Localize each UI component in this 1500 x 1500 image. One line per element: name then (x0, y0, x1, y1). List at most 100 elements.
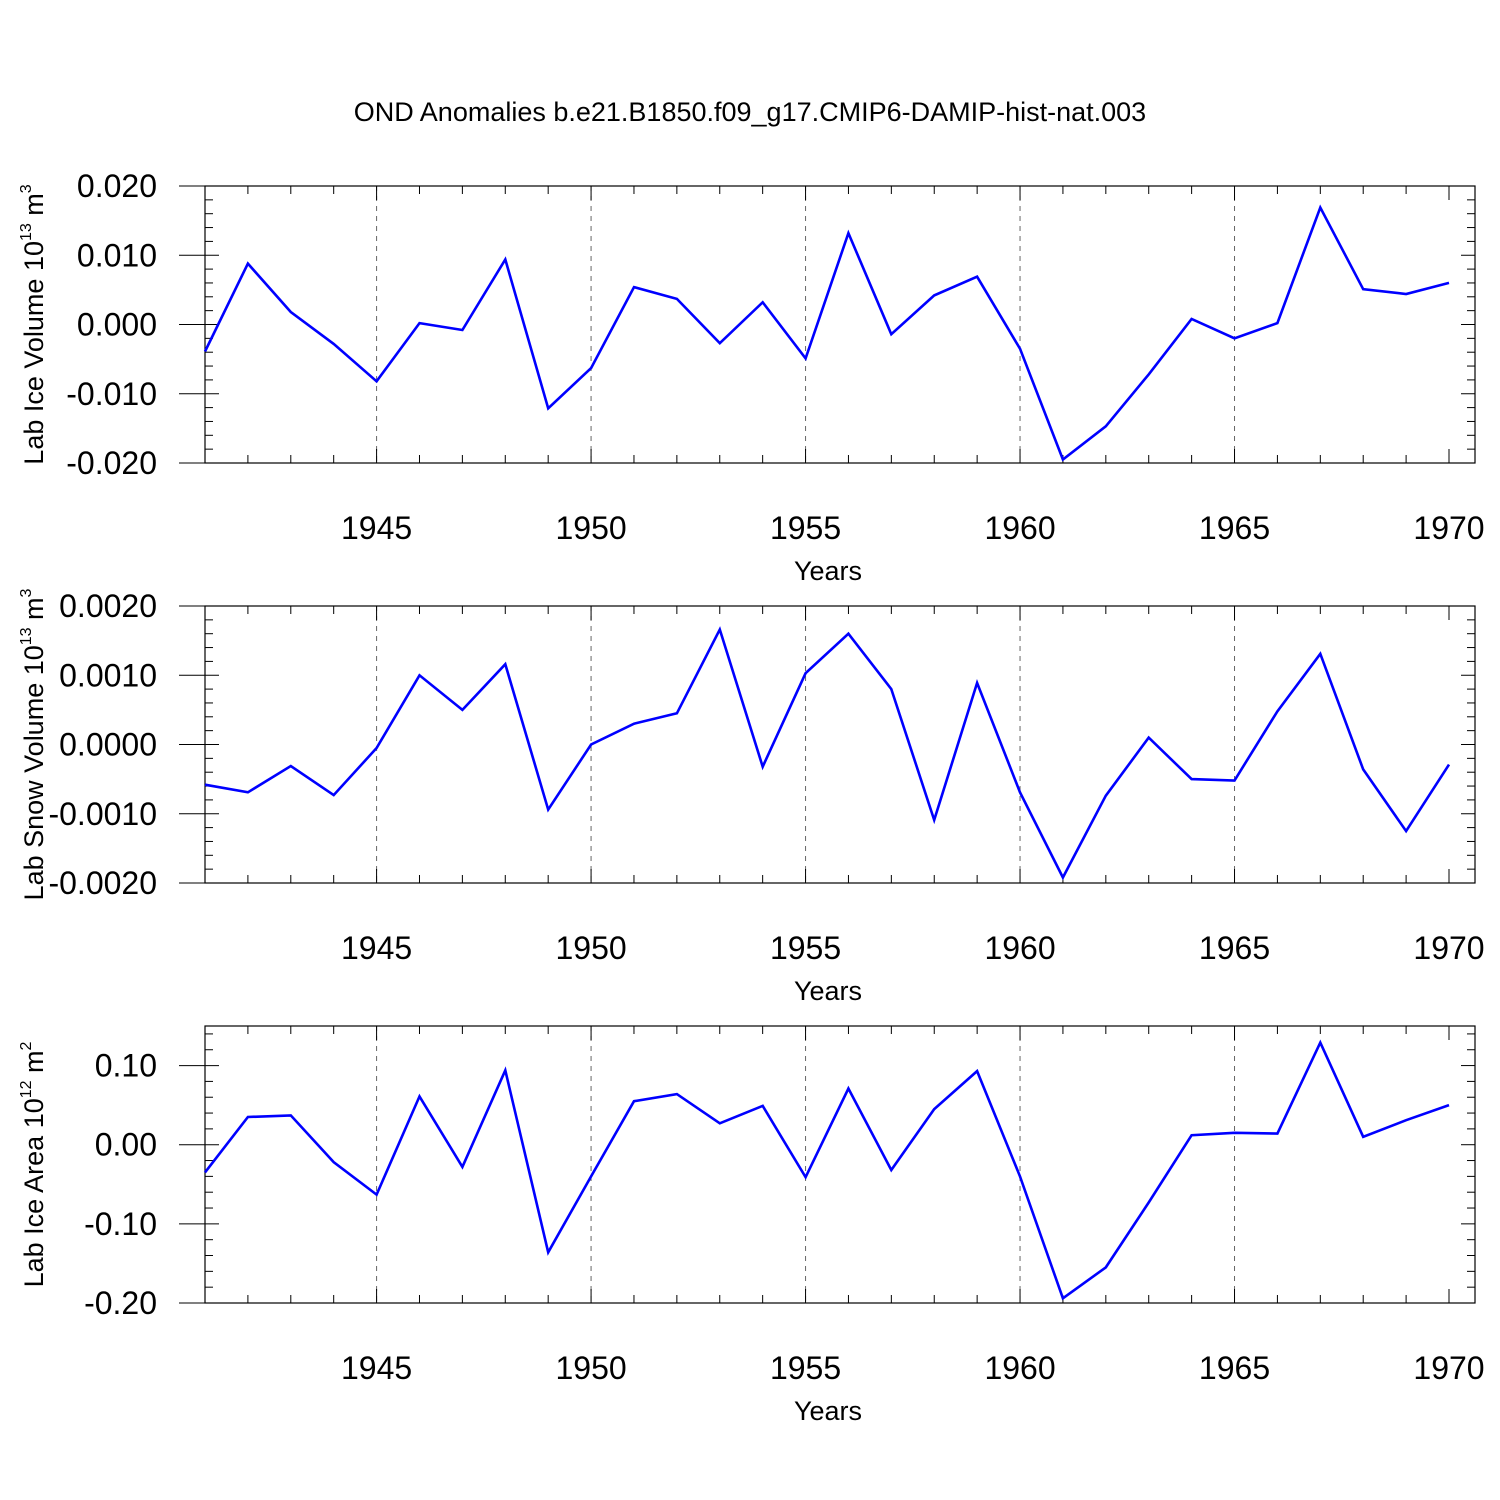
data-point (804, 1175, 808, 1179)
data-point (718, 1121, 722, 1125)
data-point (1190, 1133, 1194, 1137)
x-tick-label: 1945 (341, 930, 412, 966)
x-tick-label: 1945 (341, 510, 412, 546)
data-point (332, 342, 336, 346)
x-tick-label: 1955 (770, 510, 841, 546)
y-tick-label: -0.020 (66, 445, 157, 481)
data-point (889, 332, 893, 336)
data-point (1404, 292, 1408, 296)
data-point (718, 341, 722, 345)
data-point (546, 406, 550, 410)
data-point (804, 671, 808, 675)
data-point (203, 350, 207, 354)
data-point (375, 379, 379, 383)
data-point (1404, 1118, 1408, 1122)
data-point (289, 1113, 293, 1117)
panel-2: 1945 1950 1955 1960 1965 1970 Years -0.0020 -0.0… (18, 588, 1485, 1006)
x-tick-label: 1960 (984, 930, 1055, 966)
data-point (1018, 347, 1022, 351)
data-point (332, 793, 336, 797)
plot-frame (204, 605, 1476, 884)
x-tick-label: 1960 (984, 1350, 1055, 1386)
data-point (246, 1115, 250, 1119)
figure-title: OND Anomalies b.e21.B1850.f09_g17.CMIP6-… (353, 97, 1147, 127)
x-tick-label: 1965 (1199, 930, 1270, 966)
data-point (1104, 794, 1108, 798)
data-point (846, 231, 850, 235)
x-tick-label: 1955 (770, 930, 841, 966)
x-tick-label: 1955 (770, 1350, 841, 1386)
series-line (203, 1039, 1450, 1301)
data-point (932, 818, 936, 822)
series-line (203, 204, 1450, 462)
x-tick-label: 1945 (341, 1350, 412, 1386)
data-point (1104, 1265, 1108, 1269)
data-point (503, 662, 507, 666)
data-point (975, 275, 979, 279)
y-tick-label: -0.0010 (48, 796, 157, 832)
y-axis-label: Lab Snow Volume 1013 m3 (18, 588, 49, 900)
data-point (846, 1087, 850, 1091)
data-point (1275, 321, 1279, 325)
data-point (718, 628, 722, 632)
y-tick-label: 0.10 (95, 1048, 157, 1084)
y-tick-label: 0.0020 (59, 588, 157, 624)
y-tick-label: 0.0000 (59, 727, 157, 763)
data-point (761, 1104, 765, 1108)
x-tick-label: 1970 (1413, 510, 1484, 546)
data-point (589, 743, 593, 747)
data-point (1447, 1103, 1451, 1107)
data-point (1061, 1296, 1065, 1300)
data-point (1318, 205, 1322, 209)
data-point (1190, 777, 1194, 781)
data-point (975, 681, 979, 685)
data-point (761, 300, 765, 304)
data-point (632, 285, 636, 289)
y-axis-label: Lab Ice Area 1012 m2 (18, 1041, 49, 1287)
x-axis-label: Years (794, 976, 862, 1006)
data-point (1233, 1131, 1237, 1135)
y-tick-label: 0.00 (95, 1127, 157, 1163)
data-point (375, 746, 379, 750)
x-tick-label: 1950 (555, 510, 626, 546)
data-point (589, 366, 593, 370)
data-point (1061, 875, 1065, 879)
data-point (1018, 1174, 1022, 1178)
panel-3: 1945 1950 1955 1960 1965 1970 Years -0.20 -0.10 0… (18, 1025, 1485, 1426)
data-point (632, 1099, 636, 1103)
y-tick-label: -0.010 (66, 376, 157, 412)
y-tick-label: -0.20 (84, 1285, 157, 1321)
data-point (632, 722, 636, 726)
plot-frame (204, 1025, 1476, 1304)
x-axis-label: Years (794, 556, 862, 586)
data-point (246, 262, 250, 266)
data-point (1275, 1132, 1279, 1136)
panel-1: 1945 1950 1955 1960 1965 1970 Years -0.020 -0.01… (18, 168, 1485, 586)
y-tick-label: 0.0010 (59, 657, 157, 693)
data-point (1147, 1200, 1151, 1204)
y-axis-label: Lab Ice Volume 1013 m3 (18, 184, 49, 464)
x-tick-label: 1950 (555, 930, 626, 966)
data-point (203, 783, 207, 787)
y-tick-label: -0.0020 (48, 865, 157, 901)
data-point (1318, 1041, 1322, 1045)
data-point (1233, 779, 1237, 783)
data-point (417, 1094, 421, 1098)
data-point (1361, 1135, 1365, 1139)
series-line (204, 626, 1451, 881)
data-point (417, 673, 421, 677)
data-point (417, 321, 421, 325)
data-point (460, 328, 464, 332)
data-point (1018, 790, 1022, 794)
data-point (460, 1165, 464, 1169)
data-point (1447, 763, 1451, 767)
data-point (889, 687, 893, 691)
data-point (589, 1174, 593, 1178)
data-point (503, 257, 507, 261)
data-point (804, 356, 808, 360)
data-point (546, 808, 550, 812)
data-point (1361, 287, 1365, 291)
data-point (1147, 736, 1151, 740)
data-point (675, 297, 679, 301)
